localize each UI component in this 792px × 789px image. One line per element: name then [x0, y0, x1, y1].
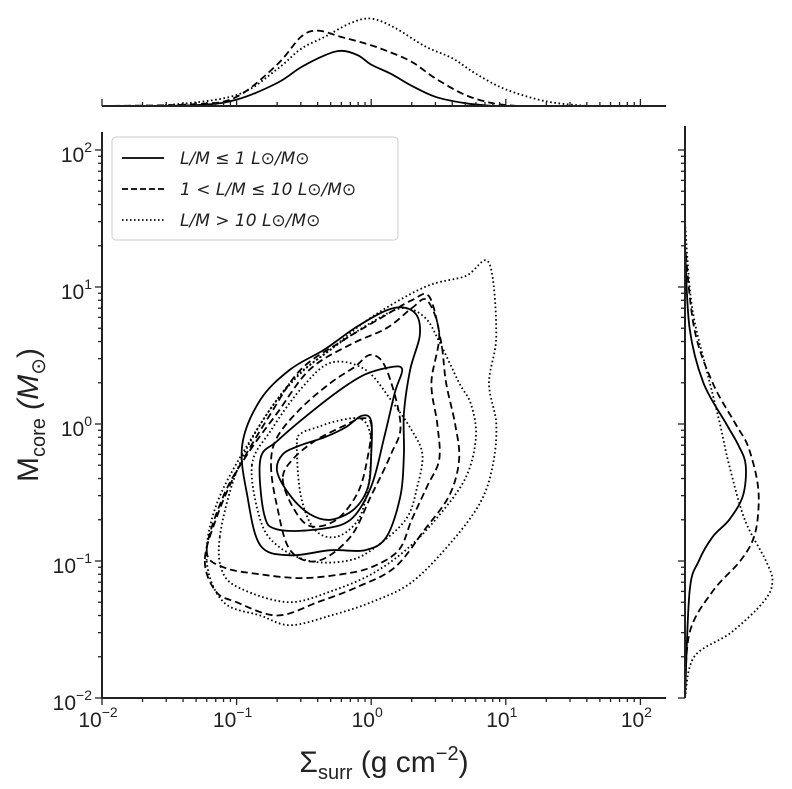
contour-dashed-level-4: [203, 292, 461, 617]
contour-dotted-level-4: [205, 259, 498, 627]
contour-solid-level-2: [258, 365, 404, 532]
y-tick-label: 101: [61, 276, 92, 304]
contour-lines: [203, 259, 498, 627]
top-marginal-ticks: [101, 99, 642, 106]
contour-dashed-level-2: [270, 353, 402, 563]
x-tick-label: 10−1: [213, 704, 253, 732]
right-marginal-curves: [684, 221, 774, 699]
legend-box: [111, 136, 399, 241]
top-marginal-plot: [101, 17, 666, 108]
contour-solid-level-1: [275, 414, 373, 521]
contour-solid-level-3: [240, 306, 421, 557]
x-tick-label: 10−2: [78, 704, 118, 732]
main-contour-plot: 10−2 10−1 100 101 102 10−2 10−1 100 101 102: [53, 132, 666, 732]
top-marginal-dashed: [101, 29, 517, 107]
y-tick-label: 102: [61, 139, 92, 167]
tick-marks: [95, 149, 642, 705]
right-marginal-dotted: [684, 221, 774, 699]
x-tick-label: 102: [621, 704, 652, 732]
x-tick-label: 101: [486, 704, 517, 732]
legend-label-solid: L/M ≤ 1 L⊙/M⊙: [180, 149, 310, 169]
contour-dashed-level-3: [205, 298, 441, 580]
x-axis-label: Σsurr (g cm−2): [299, 743, 468, 784]
y-tick-label: 100: [61, 413, 92, 441]
contour-dotted-level-2: [250, 360, 424, 564]
y-axis-label: Mcore (M⊙): [12, 348, 50, 482]
right-marginal-solid: [684, 245, 747, 699]
y-tick-labels: 10−2 10−1 100 101 102: [53, 139, 93, 715]
x-tick-label: 100: [352, 704, 383, 732]
y-tick-label: 10−1: [53, 550, 93, 578]
legend-label-dotted: L/M > 10 L⊙/M⊙: [180, 211, 320, 231]
contour-dotted-level-1: [295, 417, 373, 539]
legend: L/M ≤ 1 L⊙/M⊙ 1 < L/M ≤ 10 L⊙/M⊙ L/M > 1…: [111, 136, 399, 241]
right-marginal-plot: [678, 126, 774, 699]
top-marginal-dotted: [101, 17, 587, 108]
legend-label-dashed: 1 < L/M ≤ 10 L⊙/M⊙: [180, 180, 356, 200]
right-marginal-ticks: [678, 149, 685, 699]
y-tick-label: 10−2: [53, 687, 93, 715]
top-marginal-curves: [101, 17, 587, 108]
x-tick-labels: 10−2 10−1 100 101 102: [78, 704, 652, 732]
right-marginal-dashed: [684, 245, 760, 699]
